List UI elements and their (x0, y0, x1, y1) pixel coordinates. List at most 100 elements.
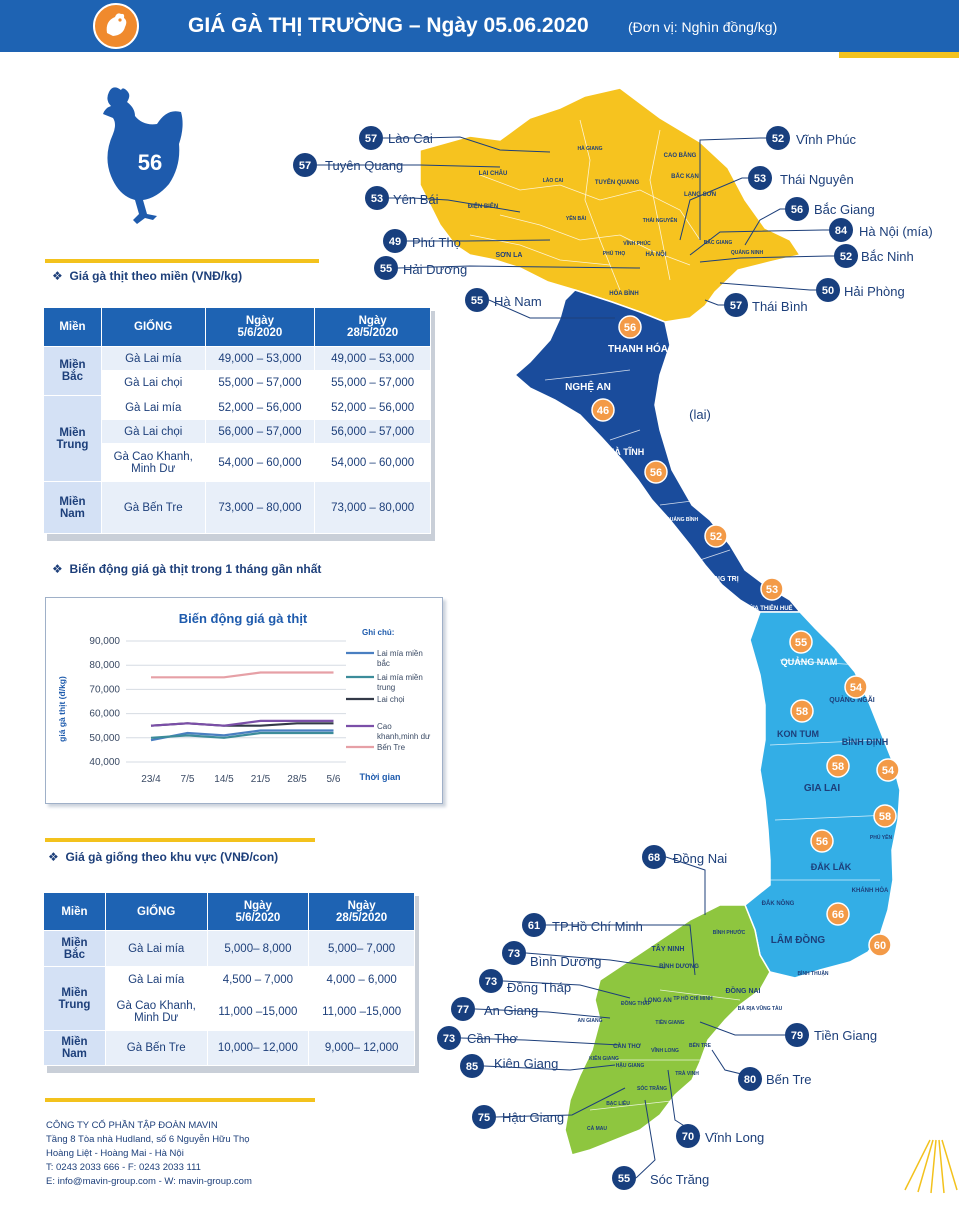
province-label: TP HỒ CHÍ MINH (673, 994, 713, 1002)
callout-marker (479, 969, 503, 993)
breed-cell: Gà Bến Tre (100, 481, 206, 534)
province-label: CẦN THƠ (613, 1043, 642, 1050)
callout-value: 80 (744, 1074, 756, 1086)
province-label: HÀ TĨNH (608, 447, 645, 457)
province-label: SÓC TRĂNG (637, 1084, 667, 1092)
province-label: HÒA BÌNH (609, 289, 638, 297)
province-label: HÀ GIANG (578, 145, 603, 152)
province-label: THỪA THIÊN HUẾ (741, 604, 792, 612)
province-label: ĐỒNG THÁP (621, 1000, 652, 1007)
map-regions (419, 87, 901, 1156)
callout-marker (451, 997, 475, 1021)
province-label: SƠN LA (496, 252, 523, 259)
callout-leader-line (502, 980, 631, 999)
chart-x-tick: 5/6 (327, 774, 341, 785)
price-bubble (873, 804, 897, 828)
province-label: BÌNH ĐỊNH (842, 737, 889, 747)
callout-leader-line (635, 1099, 656, 1179)
price-bubble (644, 460, 668, 484)
callout-province-name: Đồng Tháp (507, 980, 571, 995)
chart-legend-label: Bến Tre (377, 743, 406, 752)
chart-y-tick: 70,000 (89, 684, 120, 695)
callout-marker (766, 126, 790, 150)
province-label: QUẢNG BÌNH (666, 515, 699, 523)
province-label: BÌNH THUẬN (797, 969, 828, 977)
breed-price-title: ❖ Giá gà giống theo khu vực (VNĐ/con) (48, 850, 279, 864)
callout-value: 53 (371, 193, 383, 205)
province-label: TÂY NINH (652, 944, 685, 953)
chart-series-line (151, 671, 334, 679)
callout-value: 79 (791, 1030, 803, 1042)
chart-legend-label: Cao (377, 722, 392, 731)
province-label: THANH HÓA (608, 342, 668, 355)
price-bubble (704, 524, 728, 548)
callout-province-name: Hậu Giang (502, 1110, 564, 1125)
previous-price-cell: 9,000– 12,000 (308, 1030, 415, 1066)
province-label: GIA LAI (804, 783, 841, 794)
callout-marker (365, 186, 389, 210)
callout-province-name: Thái Bình (752, 299, 808, 314)
callout-province-name: Bắc Ninh (861, 249, 914, 264)
province-label: KHÁNH HÒA (852, 886, 889, 894)
province-label: BẾN TRE (689, 1042, 712, 1049)
price-bubble (760, 577, 784, 601)
callout-marker (359, 126, 383, 150)
table-row: Miền Trung Gà Lai mía 4,500 – 7,000 4,000… (43, 966, 415, 1031)
price-bubble-value: 53 (766, 584, 778, 596)
province-label: AN GIANG (578, 1018, 603, 1024)
rooster-icon (93, 3, 139, 49)
current-price-cell: 5,000– 8,000 (206, 930, 310, 967)
price-bubble-value: 52 (710, 531, 722, 543)
callout-leader-line (525, 952, 666, 969)
table-row: Miền Bắc Gà Lai mía 49,000 – 53,000 49,00… (43, 346, 431, 396)
callout-marker (785, 197, 809, 221)
price-bubble (826, 902, 850, 926)
region-cell-south: Miền Nam (43, 481, 102, 534)
callout-province-name: Vĩnh Long (705, 1130, 764, 1145)
province-label: TIỀN GIANG (655, 1019, 684, 1026)
callout-province-name: Tiền Giang (814, 1028, 877, 1043)
trend-title: ❖ Biến động giá gà thịt trong 1 tháng gầ… (52, 562, 322, 576)
chart-legend-label: Lai chọi (377, 695, 405, 704)
callout-value: 52 (772, 133, 784, 145)
province-label: TUYÊN QUANG (595, 178, 640, 186)
province-label: QUẢNG TRỊ (699, 574, 738, 583)
chart-y-tick: 50,000 (89, 733, 120, 744)
province-label: LÀO CAI (543, 177, 564, 184)
callout-province-name: An Giang (484, 1003, 538, 1018)
province-borders (469, 119, 891, 1111)
breed-cell: Gà Lai mía (100, 395, 206, 420)
breed-cell: Gà Lai chọi (100, 370, 206, 396)
callout-marker (642, 845, 666, 869)
callout-province-name: Thái Nguyên (780, 172, 854, 187)
price-bubble (868, 933, 892, 957)
chart-legend-label: trung (377, 683, 395, 692)
chart-series-line (150, 729, 334, 742)
company-address-1: Tầng 8 Tòa nhà Hudland, số 6 Nguyễn Hữu … (46, 1134, 250, 1145)
province-label: THÁI NGUYÊN (643, 216, 678, 224)
table-row: Gà Cao Khanh, Minh Dư 11,000 –15,000 11,0… (44, 992, 415, 1031)
callout-leader-line (397, 265, 641, 269)
chart-x-label: Thời gian (360, 772, 401, 782)
region-cell-south: Miền Nam (43, 1030, 106, 1066)
trend-chart-svg: Biến động giá gà thịt giá gà thịt (đ/kg)… (57, 611, 431, 785)
chart-y-label: giá gà thịt (đ/kg) (57, 676, 67, 742)
chart-legend-title: Ghi chú: (362, 628, 394, 637)
price-bubble-value: 56 (650, 467, 662, 479)
breed-cell: Gà Lai mía (100, 346, 206, 371)
callout-marker (374, 256, 398, 280)
callout-value: 57 (730, 300, 742, 312)
callout-marker (502, 941, 526, 965)
callout-value: 61 (528, 920, 540, 932)
current-price-cell: 4,500 – 7,000 (206, 966, 310, 993)
breed-cell: Gà Cao Khanh, Minh Dư (104, 992, 208, 1031)
hen-price-value: 56 (137, 150, 163, 175)
region-cell-north: Miền Bắc (43, 930, 106, 967)
price-bubble (790, 699, 814, 723)
company-contact: E: info@mavin-group.com - W: mavin-group… (46, 1176, 252, 1187)
current-price-cell: 56,000 – 57,000 (204, 419, 316, 444)
callout-province-name: Bến Tre (766, 1072, 812, 1087)
province-label: HÀ NỘI (646, 250, 667, 258)
callout-marker (738, 1067, 762, 1091)
callout-value: 55 (471, 295, 483, 307)
